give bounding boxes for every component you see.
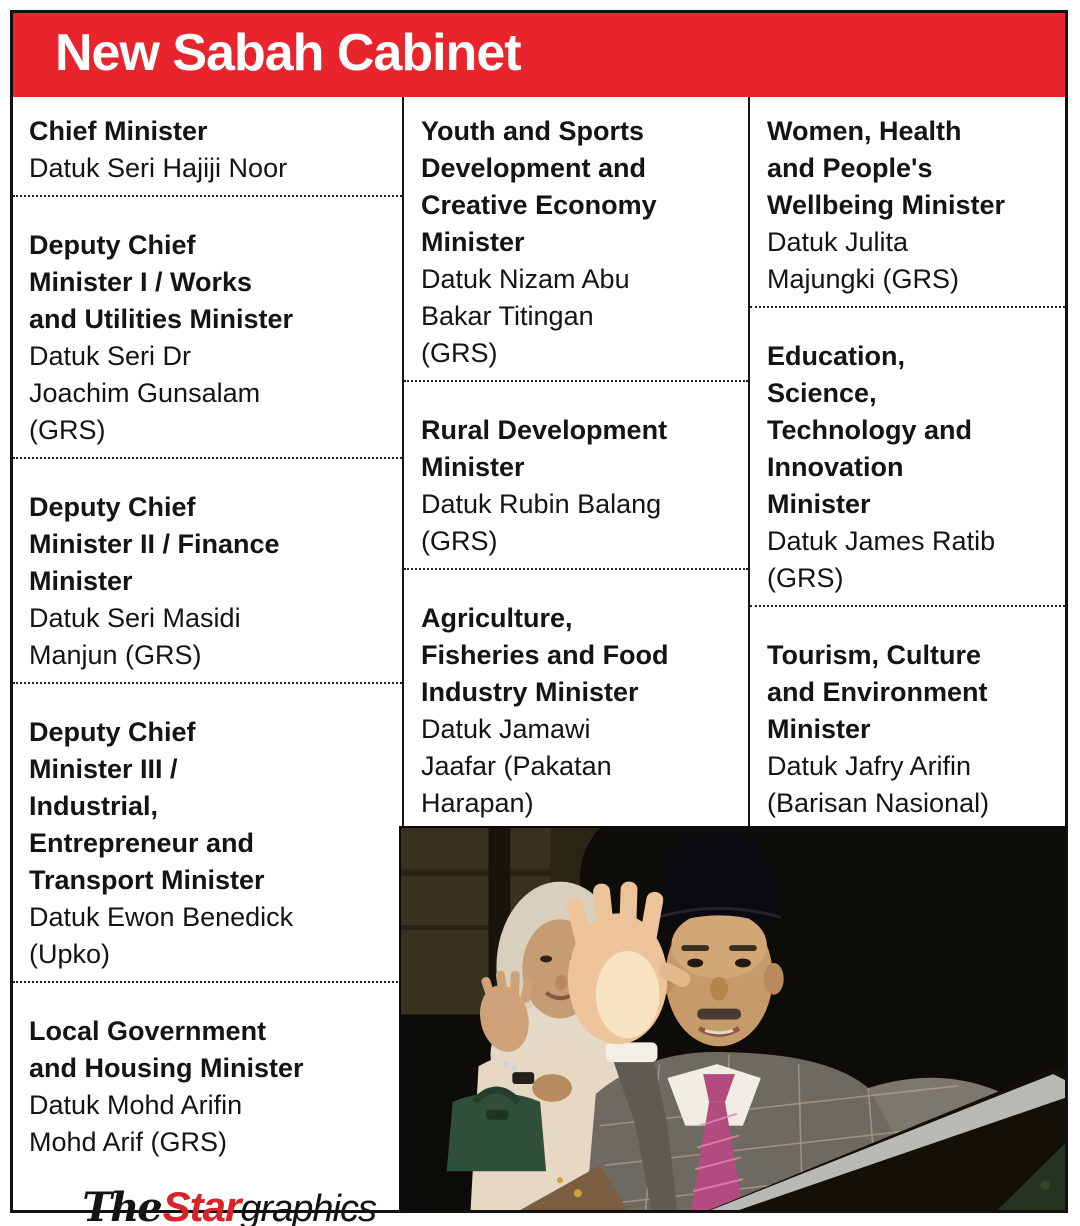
- dotted-separator: [404, 380, 748, 382]
- cabinet-photo-illustration: [401, 828, 1065, 1210]
- minister-name: Datuk Jafry Arifin (Barisan Nasional): [767, 751, 990, 818]
- minister-name: Datuk Rubin Balang (GRS): [421, 489, 662, 556]
- cabinet-entry: Youth and Sports Development and Creativ…: [404, 113, 748, 380]
- dotted-separator: [404, 568, 748, 570]
- header-banner: New Sabah Cabinet: [13, 13, 1065, 97]
- minister-title: Chief Minister: [29, 116, 208, 146]
- content-area: Chief Minister Datuk Seri Hajiji Noor De…: [13, 97, 1065, 1226]
- minister-title: Education, Science, Technology and Innov…: [767, 341, 973, 519]
- minister-name: Datuk Jamawi Jaafar (Pakatan Harapan): [421, 714, 612, 818]
- infographic-frame: New Sabah Cabinet Chief Minister Datuk S…: [10, 10, 1068, 1226]
- cabinet-entry: Deputy Chief Minister III / Industrial, …: [13, 684, 402, 981]
- minister-name: Datuk Seri Masidi Manjun (GRS): [29, 603, 241, 670]
- cabinet-entry: Education, Science, Technology and Innov…: [750, 308, 1065, 605]
- column-middle: Youth and Sports Development and Creativ…: [402, 97, 748, 1210]
- cabinet-entry: Deputy Chief Minister I / Works and Util…: [13, 197, 402, 457]
- star-logo: TheStargraphics: [13, 1183, 402, 1226]
- cabinet-entry: Rural Development Minister Datuk Rubin B…: [404, 382, 748, 568]
- cabinet-entry: Chief Minister Datuk Seri Hajiji Noor: [13, 113, 402, 195]
- minister-title: Local Government and Housing Minister: [29, 1016, 304, 1083]
- minister-name: Datuk Ewon Benedick (Upko): [29, 902, 294, 969]
- minister-title: Tourism, Culture and Environment Ministe…: [767, 640, 988, 744]
- minister-name: Datuk Mohd Arifin Mohd Arif (GRS): [29, 1090, 243, 1157]
- minister-title: Deputy Chief Minister II / Finance Minis…: [29, 492, 280, 596]
- minister-name: Datuk Nizam Abu Bakar Titingan (GRS): [421, 264, 630, 368]
- dotted-separator: [13, 457, 402, 459]
- dotted-separator: [13, 195, 402, 197]
- dotted-separator: [750, 605, 1065, 607]
- logo-graphics: graphics: [240, 1188, 377, 1226]
- cabinet-entry: Deputy Chief Minister II / Finance Minis…: [13, 459, 402, 682]
- cabinet-entry: Tourism, Culture and Environment Ministe…: [750, 607, 1065, 830]
- minister-title: Deputy Chief Minister I / Works and Util…: [29, 230, 294, 334]
- minister-title: Rural Development Minister: [421, 415, 668, 482]
- cabinet-entry: Women, Health and People's Wellbeing Min…: [750, 113, 1065, 306]
- minister-title: Youth and Sports Development and Creativ…: [421, 116, 657, 257]
- logo-the: The: [82, 1184, 162, 1226]
- dotted-separator: [13, 682, 402, 684]
- minister-title: Agriculture, Fisheries and Food Industry…: [421, 603, 669, 707]
- minister-name: Datuk James Ratib (GRS): [767, 526, 996, 593]
- minister-name: Datuk Seri Hajiji Noor: [29, 153, 288, 183]
- minister-name: Datuk Julita Majungki (GRS): [767, 227, 960, 294]
- minister-name: Datuk Seri Dr Joachim Gunsalam (GRS): [29, 341, 261, 445]
- column-left: Chief Minister Datuk Seri Hajiji Noor De…: [13, 97, 402, 1226]
- cabinet-entry: Local Government and Housing Minister Da…: [13, 983, 402, 1169]
- page-title: New Sabah Cabinet: [55, 24, 522, 82]
- dotted-separator: [750, 306, 1065, 308]
- column-right: Women, Health and People's Wellbeing Min…: [748, 97, 1065, 1210]
- dotted-separator: [13, 981, 402, 983]
- cabinet-entry: Agriculture, Fisheries and Food Industry…: [404, 570, 748, 830]
- minister-title: Women, Health and People's Wellbeing Min…: [767, 116, 1006, 220]
- logo-star: Star: [162, 1183, 242, 1226]
- minister-title: Deputy Chief Minister III / Industrial, …: [29, 717, 265, 895]
- cabinet-photo: [399, 826, 1065, 1210]
